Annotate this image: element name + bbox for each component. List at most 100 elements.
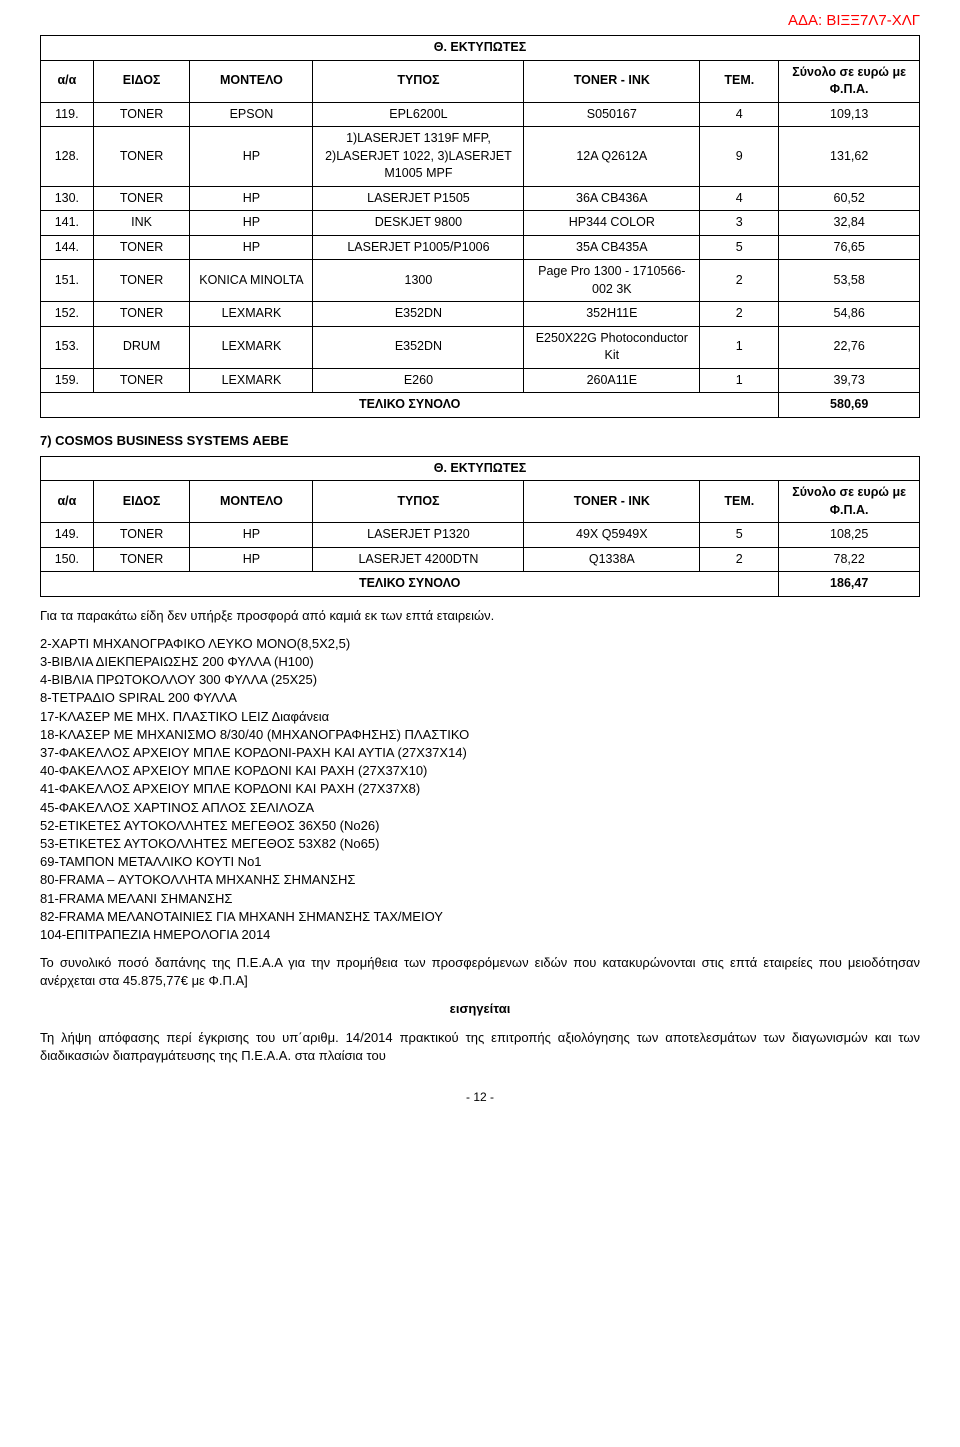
cell-aa: 119. — [41, 102, 94, 127]
cell-eidos: TONER — [93, 235, 190, 260]
cell-mont: LEXMARK — [190, 326, 313, 368]
list-item: 45-ΦΑΚΕΛΛΟΣ ΧΑΡΤΙΝΟΣ ΑΠΛΟΣ ΣΕΛΙΛΟΖΑ — [40, 799, 920, 817]
cell-aa: 128. — [41, 127, 94, 187]
list-item: 17-ΚΛΑΣΕΡ ΜΕ ΜΗΧ. ΠΛΑΣΤΙΚΟ LΕΙΖ Διαφάνει… — [40, 708, 920, 726]
th-tem: TEM. — [700, 60, 779, 102]
table-a-total-value: 580,69 — [779, 393, 920, 418]
table-a-title: Θ. ΕΚΤΥΠΩΤΕΣ — [41, 36, 920, 61]
table-a-total-label: ΤΕΛΙΚΟ ΣΥΝΟΛΟ — [41, 393, 779, 418]
table-b-title: Θ. ΕΚΤΥΠΩΤΕΣ — [41, 456, 920, 481]
list-item: 104-ΕΠΙΤΡΑΠΕΖΙΑ ΗΜΕΡΟΛΟΓΙΑ 2014 — [40, 926, 920, 944]
cell-mont: KONICA MINOLTA — [190, 260, 313, 302]
cell-ink: 260A11E — [524, 368, 700, 393]
cell-eidos: INK — [93, 211, 190, 236]
cell-aa: 144. — [41, 235, 94, 260]
cell-tem: 1 — [700, 368, 779, 393]
list-item: 53-ΕΤΙΚΕΤΕΣ ΑΥΤΟΚΟΛΛΗΤΕΣ ΜΕΓΕΘΟΣ 53Χ82 (… — [40, 835, 920, 853]
table-b-total-label: ΤΕΛΙΚΟ ΣΥΝΟΛΟ — [41, 572, 779, 597]
cell-sum: 39,73 — [779, 368, 920, 393]
cell-mont: HP — [190, 523, 313, 548]
cell-aa: 159. — [41, 368, 94, 393]
cell-ink: 35A CB435A — [524, 235, 700, 260]
table-row: 119.TONEREPSONEPL6200LS0501674109,13 — [41, 102, 920, 127]
table-row: 152.TONERLEXMARKE352DN352H11E254,86 — [41, 302, 920, 327]
cell-tem: 2 — [700, 302, 779, 327]
table-row: 130.TONERHPLASERJET P150536A CB436A460,5… — [41, 186, 920, 211]
cell-ink: 352H11E — [524, 302, 700, 327]
cell-mont: HP — [190, 547, 313, 572]
table-row: 144.TONERHPLASERJET P1005/P100635A CB435… — [41, 235, 920, 260]
list-item: 2-ΧΑΡΤΙ ΜΗΧΑΝΟΓΡΑΦΙΚΟ ΛΕΥΚΟ ΜΟΝΟ(8,5Χ2,5… — [40, 635, 920, 653]
cell-ink: Q1338A — [524, 547, 700, 572]
cell-ink: S050167 — [524, 102, 700, 127]
cell-typos: LASERJET P1505 — [313, 186, 524, 211]
cell-typos: E352DN — [313, 302, 524, 327]
th-typos: ΤΥΠΟΣ — [313, 60, 524, 102]
list-item: 81-FRAMA ΜΕΛΑΝΙ ΣΗΜΑΝΣΗΣ — [40, 890, 920, 908]
cell-eidos: TONER — [93, 523, 190, 548]
table-row: 149.TONERHPLASERJET P132049X Q5949X5108,… — [41, 523, 920, 548]
cell-mont: LEXMARK — [190, 368, 313, 393]
th-montelo-b: ΜΟΝΤΕΛΟ — [190, 481, 313, 523]
cell-ink: 12A Q2612A — [524, 127, 700, 187]
cell-eidos: TONER — [93, 547, 190, 572]
cell-aa: 149. — [41, 523, 94, 548]
no-offer-text: Για τα παρακάτω είδη δεν υπήρξε προσφορά… — [40, 607, 920, 625]
list-item: 8-ΤΕΤΡΑΔΙΟ SPIRAL 200 ΦΥΛΛΑ — [40, 689, 920, 707]
cell-typos: LASERJET 4200DTN — [313, 547, 524, 572]
table-b-total-value: 186,47 — [779, 572, 920, 597]
section-b-heading: 7) COSMOS BUSINESS SYSTEMS ΑΕΒΕ — [40, 432, 920, 450]
cell-ink: 36A CB436A — [524, 186, 700, 211]
cell-ink: Page Pro 1300 - 1710566-002 3K — [524, 260, 700, 302]
cell-aa: 152. — [41, 302, 94, 327]
cell-aa: 153. — [41, 326, 94, 368]
expense-text: Το συνολικό ποσό δαπάνης της Π.Ε.Α.Α για… — [40, 954, 920, 990]
cell-typos: LASERJET P1320 — [313, 523, 524, 548]
cell-eidos: TONER — [93, 260, 190, 302]
th-eidos: ΕΙΔΟΣ — [93, 60, 190, 102]
cell-tem: 2 — [700, 547, 779, 572]
cell-mont: LEXMARK — [190, 302, 313, 327]
cell-ink: E250X22G Photoconductor Kit — [524, 326, 700, 368]
table-a: Θ. ΕΚΤΥΠΩΤΕΣ α/α ΕΙΔΟΣ ΜΟΝΤΕΛΟ ΤΥΠΟΣ TON… — [40, 35, 920, 418]
cell-ink: HP344 COLOR — [524, 211, 700, 236]
cell-eidos: TONER — [93, 368, 190, 393]
cell-tem: 4 — [700, 186, 779, 211]
cell-tem: 1 — [700, 326, 779, 368]
list-item: 52-ΕΤΙΚΕΤΕΣ ΑΥΤΟΚΟΛΛΗΤΕΣ ΜΕΓΕΘΟΣ 36Χ50 (… — [40, 817, 920, 835]
cell-sum: 53,58 — [779, 260, 920, 302]
cell-eidos: TONER — [93, 186, 190, 211]
cell-sum: 22,76 — [779, 326, 920, 368]
table-row: 151.TONERKONICA MINOLTA1300Page Pro 1300… — [41, 260, 920, 302]
cell-mont: EPSON — [190, 102, 313, 127]
table-row: 141.INKHPDESKJET 9800HP344 COLOR332,84 — [41, 211, 920, 236]
th-tem-b: TEM. — [700, 481, 779, 523]
cell-tem: 3 — [700, 211, 779, 236]
cell-mont: HP — [190, 127, 313, 187]
recommend-label: εισηγείται — [40, 1000, 920, 1018]
cell-typos: E352DN — [313, 326, 524, 368]
th-montelo: ΜΟΝΤΕΛΟ — [190, 60, 313, 102]
cell-tem: 5 — [700, 235, 779, 260]
th-aa: α/α — [41, 60, 94, 102]
th-sum: Σύνολο σε ευρώ με Φ.Π.Α. — [779, 60, 920, 102]
table-row: 150.TONERHPLASERJET 4200DTNQ1338A278,22 — [41, 547, 920, 572]
cell-typos: DESKJET 9800 — [313, 211, 524, 236]
cell-aa: 141. — [41, 211, 94, 236]
cell-typos: E260 — [313, 368, 524, 393]
list-item: 41-ΦΑΚΕΛΛΟΣ ΑΡΧΕΙΟΥ ΜΠΛΕ ΚΟΡΔΟΝΙ ΚΑΙ ΡΑΧ… — [40, 780, 920, 798]
table-row: 128.TONERHP1)LASERJET 1319F MFP, 2)LASER… — [41, 127, 920, 187]
cell-mont: HP — [190, 235, 313, 260]
ada-code: ΑΔΑ: ΒΙΞΞ7Λ7-ΧΛΓ — [40, 10, 920, 31]
list-item: 82-FRAMA ΜΕΛΑΝΟΤΑΙΝΙΕΣ ΓΙΑ ΜΗΧΑΝΗ ΣΗΜΑΝΣ… — [40, 908, 920, 926]
cell-aa: 150. — [41, 547, 94, 572]
cell-ink: 49X Q5949X — [524, 523, 700, 548]
cell-aa: 130. — [41, 186, 94, 211]
cell-tem: 9 — [700, 127, 779, 187]
cell-sum: 131,62 — [779, 127, 920, 187]
list-item: 4-ΒΙΒΛΙΑ ΠΡΩΤΟΚΟΛΛΟΥ 300 ΦΥΛΛΑ (25Χ25) — [40, 671, 920, 689]
cell-sum: 76,65 — [779, 235, 920, 260]
page-number: - 12 - — [40, 1089, 920, 1106]
th-sum-b: Σύνολο σε ευρώ με Φ.Π.Α. — [779, 481, 920, 523]
cell-aa: 151. — [41, 260, 94, 302]
